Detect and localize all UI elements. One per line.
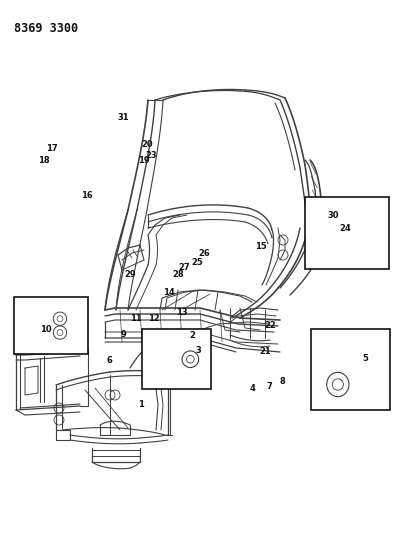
Text: 17: 17 <box>46 144 58 152</box>
Bar <box>310 329 389 410</box>
Text: 21: 21 <box>259 347 271 356</box>
Bar <box>14 297 88 354</box>
Text: 7: 7 <box>266 383 272 391</box>
Text: 11: 11 <box>130 314 142 323</box>
Bar <box>304 197 388 269</box>
Text: 1: 1 <box>138 400 144 408</box>
Text: 3: 3 <box>195 346 200 354</box>
Text: 31: 31 <box>117 113 128 122</box>
Text: 8369 3300: 8369 3300 <box>14 22 78 35</box>
Text: 9: 9 <box>121 330 126 338</box>
Text: 20: 20 <box>141 141 152 149</box>
Text: 16: 16 <box>81 191 93 200</box>
Text: 5: 5 <box>362 354 368 362</box>
Text: 22: 22 <box>263 321 275 329</box>
Bar <box>142 329 211 389</box>
Text: 2: 2 <box>189 332 194 340</box>
Text: 26: 26 <box>198 249 209 258</box>
Text: 18: 18 <box>38 157 49 165</box>
Text: 25: 25 <box>191 258 203 266</box>
Text: 28: 28 <box>172 270 184 279</box>
Text: 12: 12 <box>148 314 159 323</box>
Text: 23: 23 <box>145 151 156 160</box>
Text: 14: 14 <box>163 288 175 296</box>
Text: 8: 8 <box>279 377 284 386</box>
Text: 27: 27 <box>178 263 190 272</box>
Text: 29: 29 <box>124 270 135 279</box>
Text: 19: 19 <box>138 157 150 165</box>
Text: 15: 15 <box>255 242 266 251</box>
Text: 4: 4 <box>249 384 254 392</box>
Text: 24: 24 <box>339 224 351 232</box>
Text: 30: 30 <box>327 212 338 220</box>
Text: 6: 6 <box>106 357 112 365</box>
Text: 10: 10 <box>40 325 52 334</box>
Text: 13: 13 <box>175 308 187 317</box>
